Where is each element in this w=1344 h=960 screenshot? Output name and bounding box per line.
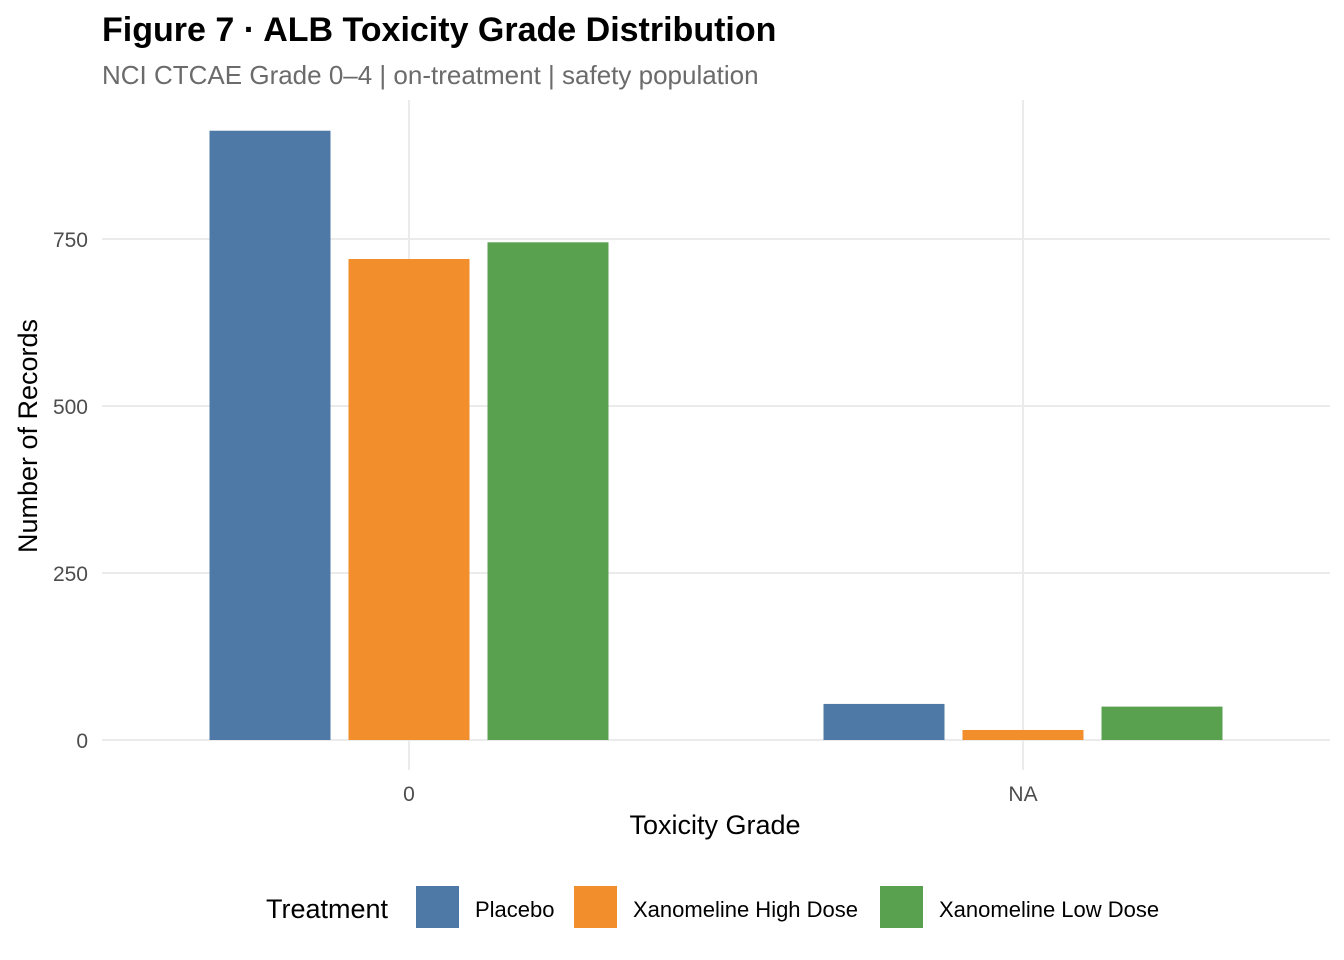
y-axis-title: Number of Records (13, 319, 43, 553)
legend-label: Placebo (475, 897, 555, 922)
legend-key (574, 886, 617, 928)
x-axis-title: Toxicity Grade (629, 810, 800, 840)
legend-title: Treatment (266, 894, 389, 924)
x-axis-ticks: 0 NA (403, 783, 1037, 806)
bar (1101, 706, 1223, 740)
bars (209, 130, 1223, 740)
y-tick-label: 0 (76, 730, 88, 753)
legend-key (416, 886, 459, 928)
y-tick-label: 250 (53, 563, 88, 586)
x-tick-label: 0 (403, 783, 415, 806)
bar (823, 703, 945, 740)
bar (962, 729, 1084, 740)
y-axis-ticks: 0 250 500 750 (53, 229, 88, 753)
bar (209, 130, 331, 740)
chart-title: Figure 7 · ALB Toxicity Grade Distributi… (102, 11, 776, 49)
legend-key (880, 886, 923, 928)
bar (487, 242, 609, 740)
legend-label: Xanomeline Low Dose (939, 897, 1159, 922)
legend-label: Xanomeline High Dose (633, 897, 858, 922)
y-tick-label: 750 (53, 229, 88, 252)
bar (348, 258, 470, 740)
x-tick-label: NA (1008, 783, 1037, 806)
y-tick-label: 500 (53, 396, 88, 419)
chart-subtitle: NCI CTCAE Grade 0–4 | on-treatment | saf… (102, 60, 759, 90)
legend: Treatment Placebo Xanomeline High Dose Xan… (266, 886, 1159, 928)
